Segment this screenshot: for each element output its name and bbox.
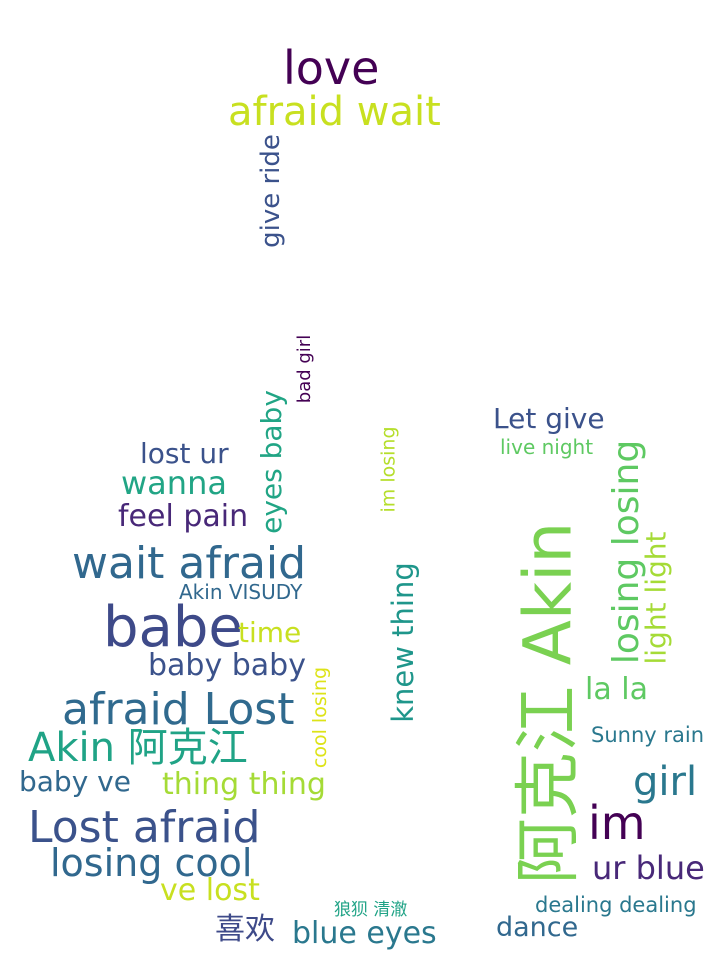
- word-akin-chinese: Akin 阿克江: [28, 725, 248, 771]
- word-let-give: Let give: [493, 402, 605, 435]
- word-akin-big: 阿克江 Akin: [509, 521, 587, 885]
- word-bad-girl: bad girl: [294, 334, 316, 404]
- word-akin-visudy: Akin VISUDY: [179, 580, 303, 604]
- word-girl: girl: [633, 759, 698, 805]
- word-time: time: [238, 616, 302, 649]
- word-ur-blue: ur blue: [592, 849, 705, 887]
- word-baby-baby: baby baby: [148, 648, 306, 683]
- word-blue-eyes: blue eyes: [292, 916, 437, 951]
- word-dance: dance: [496, 912, 579, 943]
- word-lost-ur: lost ur: [140, 437, 229, 470]
- word-thing-thing: thing thing: [162, 767, 326, 802]
- word-baby-ve: baby ve: [19, 765, 131, 798]
- word-light-light: light light: [639, 531, 673, 665]
- word-cool-losing: cool losing: [309, 666, 332, 769]
- word-wait-afraid: wait afraid: [72, 538, 307, 589]
- word-la-la: la la: [585, 672, 648, 707]
- word-sunny-rain: Sunny rain: [591, 723, 705, 747]
- word-langbei-qingche: 狼狈 清澈: [334, 900, 408, 920]
- word-give-ride: give ride: [255, 134, 286, 248]
- word-xihuan: 喜欢: [215, 912, 275, 947]
- word-live-night: live night: [500, 435, 594, 459]
- word-losing-cool: losing cool: [50, 841, 253, 885]
- word-dealing-dealing: dealing dealing: [535, 893, 697, 917]
- word-im-losing: im losing: [377, 426, 400, 513]
- word-love: love: [283, 41, 380, 95]
- word-babe: babe: [103, 595, 243, 660]
- word-im: im: [588, 796, 646, 850]
- word-lost-afraid: Lost afraid: [28, 802, 261, 853]
- word-afraid-lost: afraid Lost: [62, 684, 295, 735]
- word-knew-thing: knew thing: [385, 562, 420, 723]
- word-wanna: wanna: [121, 464, 227, 502]
- word-eyes-baby: eyes baby: [254, 390, 288, 534]
- word-ve-lost: ve lost: [160, 873, 260, 908]
- word-feel-pain: feel pain: [118, 499, 249, 534]
- word-afraid-wait: afraid wait: [228, 89, 441, 135]
